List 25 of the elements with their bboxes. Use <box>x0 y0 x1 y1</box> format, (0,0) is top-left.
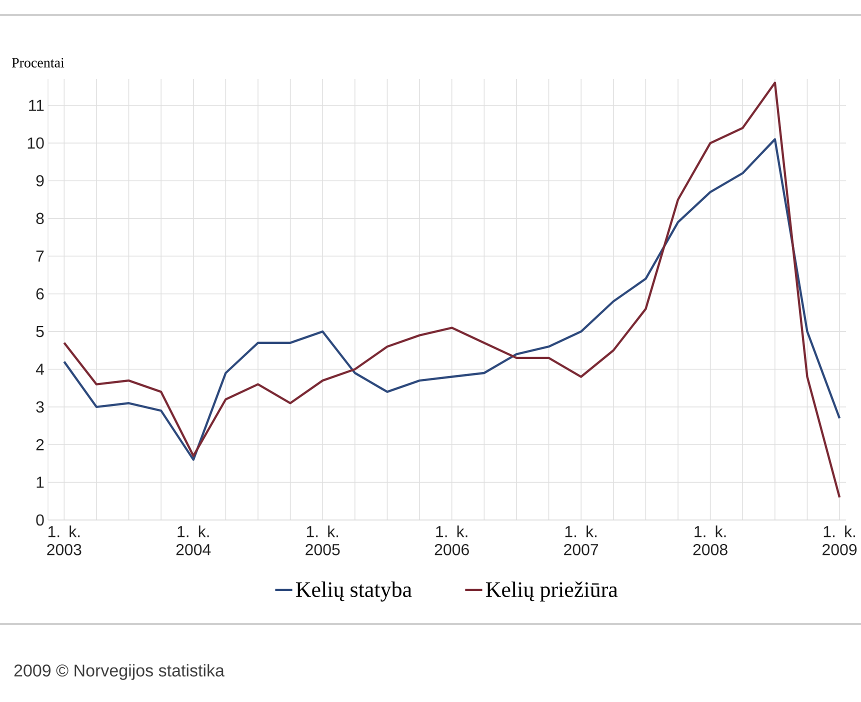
text: 2009 © Norvegijos statistika <box>14 664 224 680</box>
y-tick-label: 11 <box>29 100 44 111</box>
x-tick-label: 1. k. 2006 <box>434 526 469 556</box>
x-tick-label: 1. k. 2003 <box>47 526 82 556</box>
y-tick-label: 0 <box>36 514 44 526</box>
x-tick-label: 1. k. 2005 <box>306 526 340 556</box>
y-tick-label: 10 <box>28 137 44 149</box>
x-tick-label: 1. k. 2009 <box>822 526 857 556</box>
y-tick-label: 6 <box>36 288 44 300</box>
legend-label: Kelių statyba <box>296 582 412 602</box>
legend-label: Kelių priežiūra <box>486 582 618 602</box>
line-series <box>63 138 841 461</box>
y-axis-title: Procentai <box>12 58 64 68</box>
y-tick-label: 3 <box>36 401 44 413</box>
x-tick-label: 1. k. 2008 <box>693 526 728 556</box>
y-tick-label: 4 <box>36 364 44 375</box>
x-tick-label: 1. k. 2004 <box>176 526 211 556</box>
y-tick-label: 1 <box>36 476 44 488</box>
y-tick-label: 5 <box>36 326 44 338</box>
y-tick-label: 9 <box>36 175 44 186</box>
x-tick-label: 1. k. 2007 <box>564 526 598 556</box>
y-tick-label: 7 <box>36 250 44 262</box>
line-series <box>63 82 841 498</box>
y-tick-label: 2 <box>36 439 44 450</box>
y-tick-label: 8 <box>36 212 44 224</box>
